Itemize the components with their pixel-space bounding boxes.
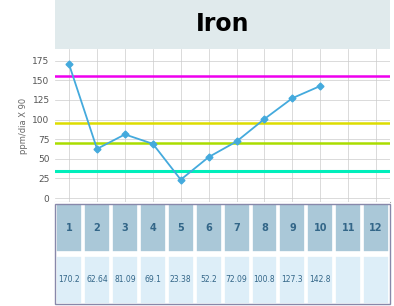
Text: 52.2: 52.2: [200, 275, 217, 284]
Bar: [168, 204, 194, 252]
Text: 72.09: 72.09: [226, 275, 247, 284]
Text: 81.09: 81.09: [114, 275, 136, 284]
Bar: [363, 256, 389, 304]
Bar: [307, 256, 333, 304]
Text: 5: 5: [177, 223, 184, 233]
Text: 170.2: 170.2: [58, 275, 80, 284]
Bar: [224, 204, 249, 252]
Text: 7: 7: [233, 223, 240, 233]
Bar: [335, 204, 361, 252]
Bar: [196, 204, 221, 252]
Bar: [251, 256, 277, 304]
Text: 10: 10: [314, 223, 327, 233]
Bar: [84, 256, 110, 304]
Text: 6: 6: [205, 223, 212, 233]
Bar: [279, 256, 305, 304]
Text: 62.64: 62.64: [86, 275, 108, 284]
Bar: [168, 256, 194, 304]
Bar: [224, 256, 249, 304]
Bar: [140, 204, 166, 252]
Text: 8: 8: [261, 223, 268, 233]
Text: 100.8: 100.8: [254, 275, 275, 284]
Bar: [56, 204, 82, 252]
Text: 11: 11: [342, 223, 355, 233]
Text: 3: 3: [122, 223, 128, 233]
Bar: [56, 256, 82, 304]
Text: 142.8: 142.8: [310, 275, 331, 284]
Bar: [112, 256, 138, 304]
Text: 9: 9: [289, 223, 296, 233]
Bar: [307, 204, 333, 252]
Text: 1: 1: [66, 223, 72, 233]
Y-axis label: ppm/dia X 90: ppm/dia X 90: [19, 97, 28, 154]
Bar: [363, 204, 389, 252]
Bar: [335, 256, 361, 304]
Bar: [251, 204, 277, 252]
Text: 2: 2: [94, 223, 100, 233]
Text: 69.1: 69.1: [145, 275, 161, 284]
Bar: [84, 204, 110, 252]
Text: 23.38: 23.38: [170, 275, 191, 284]
Bar: [279, 204, 305, 252]
Text: 4: 4: [149, 223, 156, 233]
Bar: [112, 204, 138, 252]
Text: 12: 12: [369, 223, 383, 233]
Bar: [196, 256, 221, 304]
Text: Iron: Iron: [196, 13, 249, 36]
Text: 127.3: 127.3: [282, 275, 303, 284]
Bar: [140, 256, 166, 304]
